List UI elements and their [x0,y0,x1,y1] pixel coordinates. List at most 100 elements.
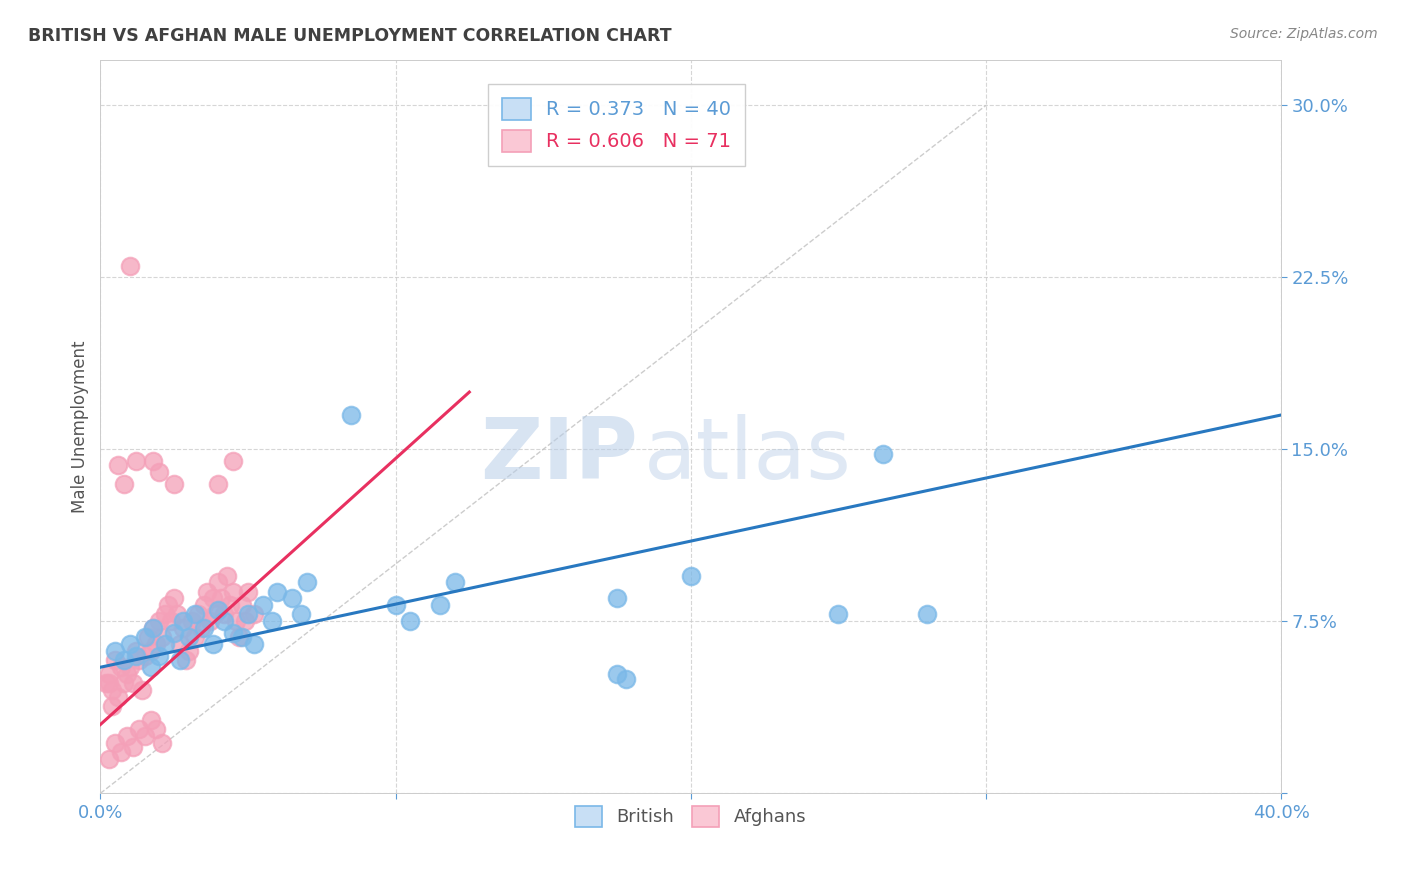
Point [236,584,259,599]
Point [172,615,194,629]
Point [193,621,215,635]
Point [110,660,132,674]
Point [163,591,186,606]
Point [201,591,224,606]
Point [107,458,129,473]
Point [139,713,162,727]
Point [172,621,194,635]
Point [163,476,186,491]
Point [104,644,127,658]
Point [915,607,938,622]
Point [115,667,138,681]
Point [177,644,200,658]
Point [201,637,224,651]
Point [231,599,253,613]
Point [145,637,167,651]
Legend: British, Afghans: British, Afghans [567,797,815,836]
Point [148,466,170,480]
Point [295,575,318,590]
Point [134,648,156,663]
Point [195,584,218,599]
Point [150,736,173,750]
Point [225,615,247,629]
Point [177,631,200,645]
Point [118,259,141,273]
Point [104,653,127,667]
Point [142,454,165,468]
Point [142,621,165,635]
Point [872,447,894,461]
Point [236,607,259,622]
Point [150,631,173,645]
Point [142,621,165,635]
Point [145,722,167,736]
Text: BRITISH VS AFGHAN MALE UNEMPLOYMENT CORRELATION CHART: BRITISH VS AFGHAN MALE UNEMPLOYMENT CORR… [28,27,672,45]
Point [204,607,226,622]
Point [112,653,135,667]
Point [443,575,465,590]
Point [180,615,202,629]
Point [121,676,143,690]
Point [166,607,188,622]
Point [96,676,118,690]
Point [125,644,148,658]
Point [139,660,162,674]
Point [121,740,143,755]
Point [160,615,183,629]
Point [118,637,141,651]
Point [112,676,135,690]
Point [104,736,127,750]
Point [98,676,121,690]
Point [198,615,221,629]
Point [155,607,177,622]
Point [139,644,162,658]
Point [222,584,245,599]
Point [614,672,637,686]
Point [214,607,236,622]
Point [243,637,266,651]
Point [184,607,207,622]
Point [827,607,849,622]
Point [233,615,256,629]
Point [128,722,150,736]
Point [190,621,212,635]
Point [606,667,628,681]
Point [207,476,229,491]
Point [148,615,170,629]
Point [384,599,406,613]
Point [115,729,138,743]
Point [266,584,288,599]
Point [219,599,242,613]
Text: ZIP: ZIP [479,414,637,498]
Point [112,476,135,491]
Point [290,607,312,622]
Point [231,631,253,645]
Text: atlas: atlas [644,414,852,498]
Point [136,631,159,645]
Point [606,591,628,606]
Point [107,690,129,704]
Point [101,683,124,698]
Point [187,607,209,622]
Point [399,615,422,629]
Point [163,625,186,640]
Text: Source: ZipAtlas.com: Source: ZipAtlas.com [1230,27,1378,41]
Point [98,667,121,681]
Point [222,625,245,640]
Point [128,653,150,667]
Point [340,408,363,422]
Point [155,637,177,651]
Point [169,653,191,667]
Point [134,729,156,743]
Point [281,591,304,606]
Point [207,603,229,617]
Point [217,568,239,582]
Point [222,454,245,468]
Point [131,683,153,698]
Point [125,454,148,468]
Point [679,568,702,582]
Point [125,648,148,663]
Point [228,631,250,645]
Point [429,599,451,613]
Point [118,660,141,674]
